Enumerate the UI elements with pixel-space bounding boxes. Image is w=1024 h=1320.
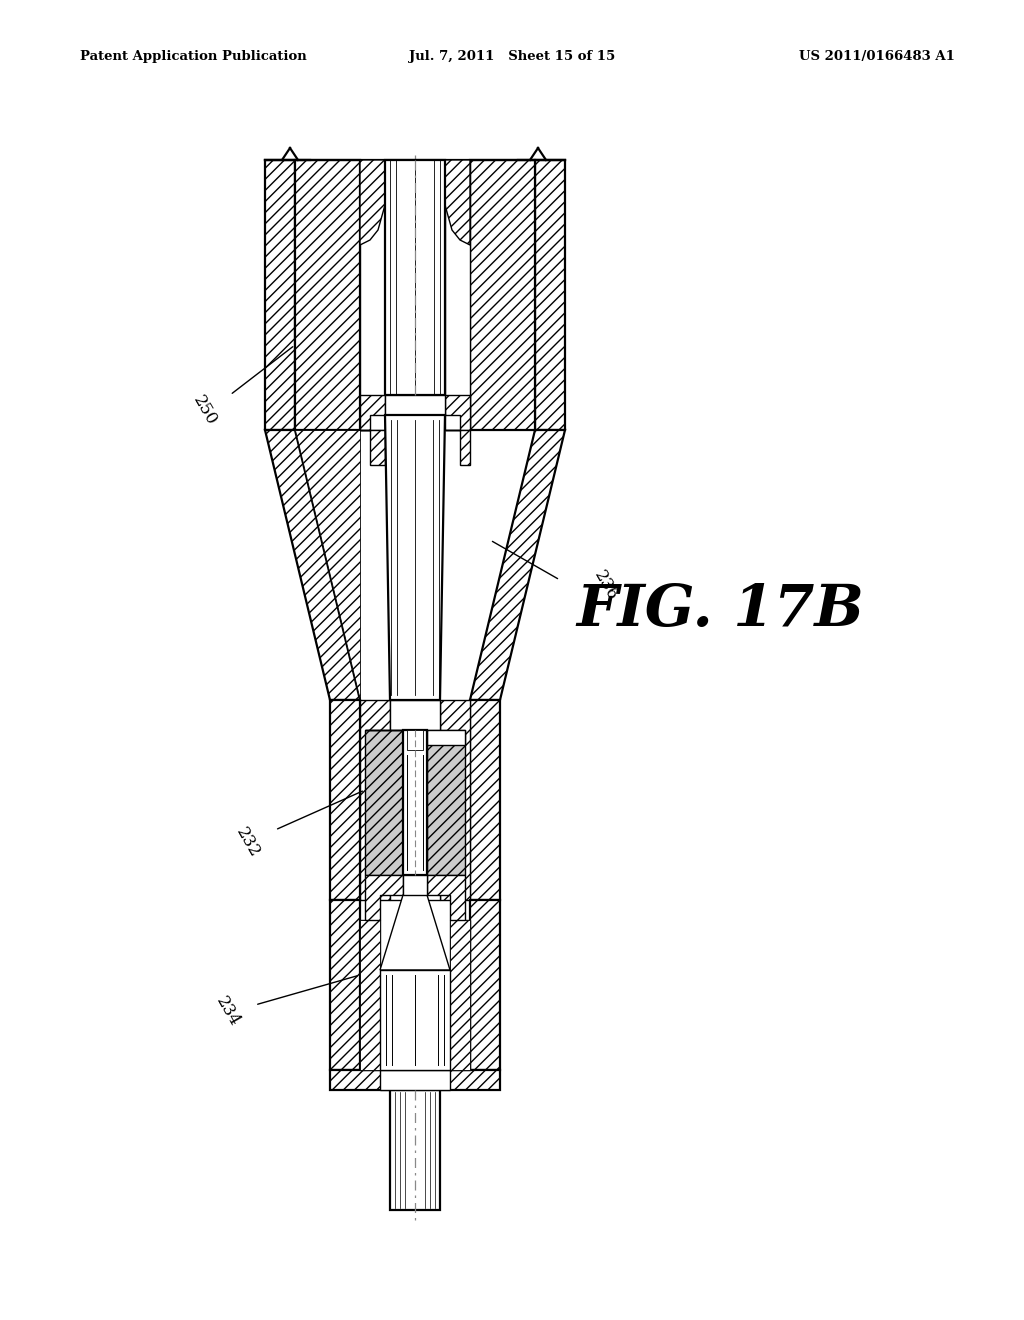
Polygon shape bbox=[330, 900, 360, 1071]
Polygon shape bbox=[360, 920, 380, 1071]
Polygon shape bbox=[365, 730, 465, 744]
Polygon shape bbox=[330, 1071, 500, 1090]
Polygon shape bbox=[265, 430, 360, 700]
Polygon shape bbox=[360, 160, 385, 246]
Polygon shape bbox=[445, 160, 470, 246]
Polygon shape bbox=[360, 430, 385, 465]
Text: FIG. 17B: FIG. 17B bbox=[577, 582, 864, 639]
Polygon shape bbox=[385, 414, 445, 700]
Polygon shape bbox=[403, 730, 427, 875]
Polygon shape bbox=[360, 395, 385, 430]
Polygon shape bbox=[427, 875, 465, 920]
Polygon shape bbox=[445, 160, 470, 430]
Polygon shape bbox=[330, 700, 360, 900]
Polygon shape bbox=[470, 160, 535, 430]
Text: Patent Application Publication: Patent Application Publication bbox=[80, 50, 307, 63]
Polygon shape bbox=[390, 700, 440, 900]
Polygon shape bbox=[407, 730, 423, 750]
Polygon shape bbox=[380, 970, 450, 1071]
Polygon shape bbox=[450, 920, 470, 1071]
Polygon shape bbox=[295, 160, 360, 430]
Polygon shape bbox=[390, 1090, 440, 1210]
Polygon shape bbox=[365, 875, 403, 920]
Polygon shape bbox=[427, 730, 465, 875]
Text: 236: 236 bbox=[590, 568, 621, 603]
Polygon shape bbox=[360, 160, 385, 430]
Polygon shape bbox=[360, 700, 390, 900]
Polygon shape bbox=[440, 700, 470, 900]
Text: US 2011/0166483 A1: US 2011/0166483 A1 bbox=[799, 50, 955, 63]
Polygon shape bbox=[380, 1071, 450, 1090]
Text: 232: 232 bbox=[232, 825, 263, 861]
Polygon shape bbox=[360, 920, 380, 1071]
Text: 250: 250 bbox=[189, 392, 220, 428]
Polygon shape bbox=[445, 430, 470, 465]
Polygon shape bbox=[380, 895, 450, 970]
Polygon shape bbox=[470, 700, 500, 900]
Polygon shape bbox=[265, 160, 295, 430]
Polygon shape bbox=[385, 395, 445, 414]
Text: 234: 234 bbox=[213, 994, 244, 1030]
Polygon shape bbox=[535, 160, 565, 430]
Polygon shape bbox=[403, 875, 427, 895]
Polygon shape bbox=[365, 730, 403, 875]
Polygon shape bbox=[450, 920, 470, 1071]
Text: Jul. 7, 2011   Sheet 15 of 15: Jul. 7, 2011 Sheet 15 of 15 bbox=[409, 50, 615, 63]
Polygon shape bbox=[470, 430, 565, 700]
Polygon shape bbox=[470, 900, 500, 1071]
Polygon shape bbox=[385, 160, 445, 395]
Polygon shape bbox=[445, 395, 470, 430]
Polygon shape bbox=[295, 430, 360, 700]
